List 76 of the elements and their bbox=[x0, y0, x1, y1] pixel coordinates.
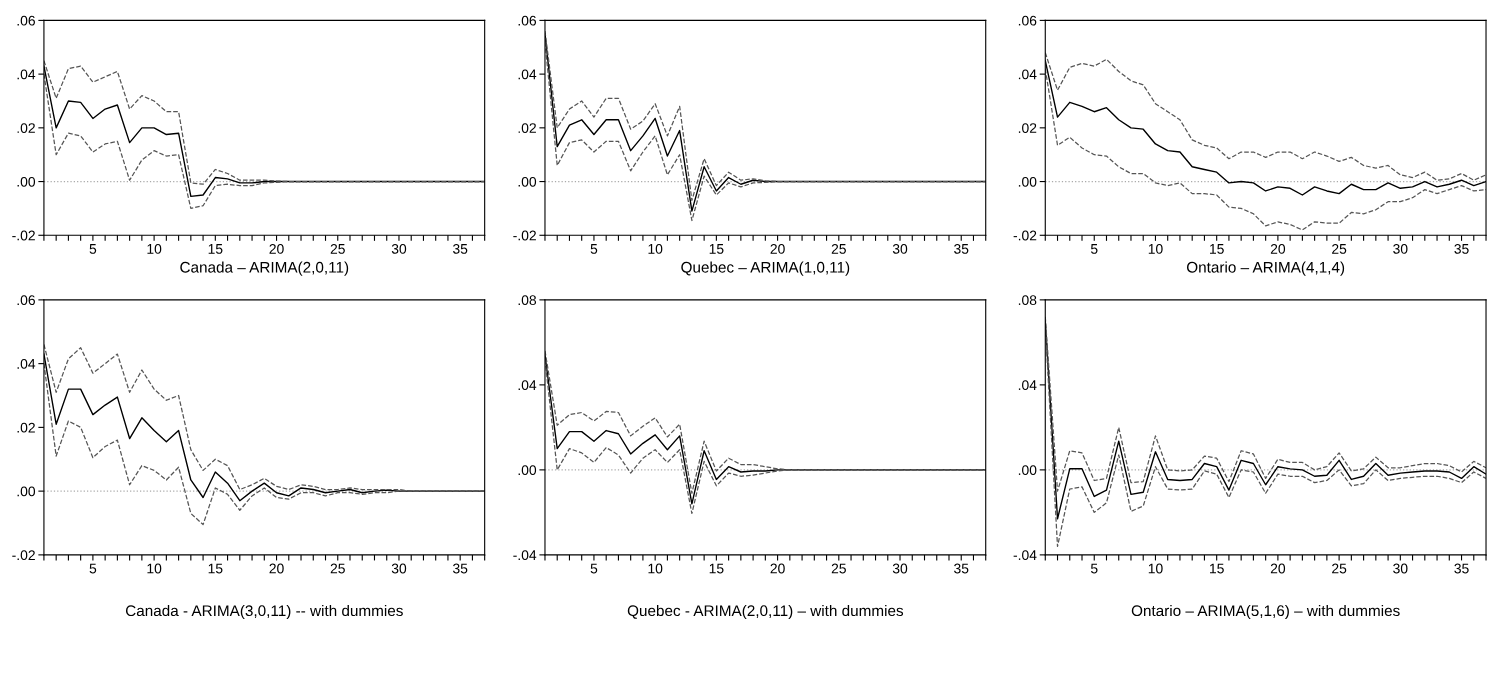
x-tick-label: 20 bbox=[269, 563, 284, 574]
x-tick-label: 35 bbox=[1454, 243, 1469, 254]
y-tick-label: .00 bbox=[1018, 465, 1037, 476]
y-tick-label: .00 bbox=[518, 176, 537, 187]
x-tick-label: 5 bbox=[89, 244, 97, 254]
x-tick-label: 10 bbox=[648, 563, 663, 574]
y-tick-label: .04 bbox=[518, 380, 537, 391]
y-tick-label: .00 bbox=[17, 486, 36, 497]
x-tick-label: 10 bbox=[648, 243, 663, 254]
y-tick-label: .02 bbox=[518, 123, 536, 134]
x-tick-label: 15 bbox=[709, 244, 724, 254]
y-tick-label: .00 bbox=[518, 465, 537, 476]
x-tick-label: 25 bbox=[330, 563, 345, 574]
y-tick-label: .04 bbox=[518, 69, 537, 80]
x-tick-label: 25 bbox=[330, 243, 345, 254]
y-tick-label: .06 bbox=[518, 15, 537, 26]
y-tick-label: -.04 bbox=[1013, 550, 1037, 561]
x-tick-label: 30 bbox=[391, 243, 407, 254]
y-tick-label: .06 bbox=[17, 15, 35, 26]
x-tick-label: 10 bbox=[1148, 563, 1163, 574]
x-tick-label: 10 bbox=[147, 243, 162, 254]
x-tick-label: 25 bbox=[831, 563, 846, 574]
y-tick-label: .04 bbox=[17, 69, 36, 80]
y-tick-label: -.02 bbox=[1013, 230, 1037, 241]
x-tick-label: 20 bbox=[770, 243, 785, 254]
x-tick-label: 20 bbox=[1270, 243, 1286, 254]
y-tick-label: .08 bbox=[518, 295, 537, 306]
x-tick-label: 35 bbox=[452, 243, 468, 254]
x-tick-label: 15 bbox=[1210, 244, 1224, 254]
y-tick-label: .04 bbox=[17, 358, 36, 369]
x-tick-label: 30 bbox=[1393, 243, 1408, 254]
x-tick-label: 30 bbox=[892, 243, 908, 254]
x-tick-label: 35 bbox=[954, 563, 969, 574]
x-tick-label: 35 bbox=[1454, 563, 1469, 574]
x-tick-label: 20 bbox=[269, 243, 284, 254]
y-tick-label: .06 bbox=[1018, 15, 1037, 26]
text: Canada - ARIMA(3,0,11) -- with dummies bbox=[125, 604, 403, 620]
x-tick-label: 35 bbox=[954, 243, 969, 254]
x-tick-label: 5 bbox=[590, 563, 598, 574]
y-tick-label: -.04 bbox=[513, 550, 537, 561]
y-tick-label: .02 bbox=[1018, 123, 1037, 134]
y-tick-label: -.02 bbox=[513, 230, 536, 241]
y-tick-label: .06 bbox=[17, 295, 35, 306]
x-tick-label: 35 bbox=[452, 563, 468, 574]
y-tick-label: .04 bbox=[1018, 69, 1037, 80]
y-tick-label: .08 bbox=[1018, 295, 1037, 306]
x-tick-label: 15 bbox=[208, 563, 223, 574]
y-tick-label: .00 bbox=[17, 176, 36, 187]
y-tick-label: .02 bbox=[17, 422, 35, 433]
x-tick-label: 30 bbox=[1393, 563, 1408, 574]
x-tick-label: 25 bbox=[1332, 563, 1347, 574]
text: Quebec - ARIMA(2,0,11) – with dummies bbox=[627, 604, 904, 620]
text: Ontario – ARIMA(5,1,6) – with dummies bbox=[1131, 604, 1400, 620]
x-tick-label: 5 bbox=[1090, 563, 1098, 574]
y-tick-label: .02 bbox=[17, 123, 35, 134]
x-tick-label: 10 bbox=[147, 563, 162, 574]
text: Ontario – ARIMA(4,1,4) bbox=[1186, 261, 1345, 276]
y-tick-label: -.02 bbox=[12, 230, 35, 241]
x-tick-label: 25 bbox=[831, 243, 846, 254]
x-tick-label: 5 bbox=[1090, 244, 1098, 254]
x-tick-label: 30 bbox=[892, 563, 908, 574]
x-tick-label: 30 bbox=[391, 563, 407, 574]
y-tick-label: .00 bbox=[1018, 176, 1037, 187]
x-tick-label: 10 bbox=[1148, 243, 1163, 254]
x-tick-label: 25 bbox=[1332, 243, 1347, 254]
y-tick-label: .04 bbox=[1018, 380, 1037, 391]
x-tick-label: 20 bbox=[1270, 563, 1286, 574]
x-tick-label: 5 bbox=[590, 244, 598, 254]
x-tick-label: 15 bbox=[1210, 563, 1224, 574]
x-tick-label: 15 bbox=[208, 244, 223, 254]
y-tick-label: -.02 bbox=[12, 550, 35, 561]
x-tick-label: 15 bbox=[709, 563, 724, 574]
text: Canada – ARIMA(2,0,11) bbox=[180, 261, 349, 276]
x-tick-label: 20 bbox=[770, 563, 785, 574]
text: Quebec – ARIMA(1,0,11) bbox=[681, 261, 850, 276]
x-tick-label: 5 bbox=[89, 563, 97, 574]
